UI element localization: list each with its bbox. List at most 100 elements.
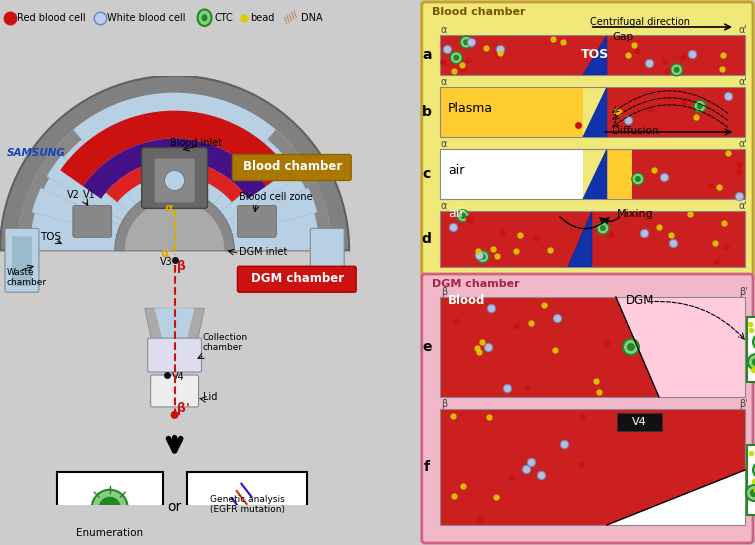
- Wedge shape: [0, 76, 350, 250]
- Bar: [440, 35, 745, 75]
- Wedge shape: [174, 184, 327, 250]
- Text: V4: V4: [171, 372, 184, 382]
- Text: α': α': [739, 139, 748, 149]
- Text: α': α': [739, 77, 748, 87]
- Text: Blood cell zone: Blood cell zone: [239, 192, 313, 202]
- Text: DGM chamber: DGM chamber: [251, 272, 344, 284]
- Text: β: β: [177, 261, 186, 273]
- Text: Gap: Gap: [612, 32, 633, 42]
- Wedge shape: [174, 188, 317, 250]
- Polygon shape: [607, 470, 745, 525]
- Circle shape: [600, 225, 606, 231]
- Text: SAMSUNG: SAMSUNG: [7, 148, 66, 158]
- Bar: [747, 317, 755, 382]
- Bar: [440, 149, 745, 199]
- Polygon shape: [145, 308, 205, 355]
- Wedge shape: [17, 93, 332, 250]
- Text: f: f: [424, 460, 430, 474]
- Text: air: air: [448, 164, 464, 177]
- Text: d: d: [422, 232, 432, 246]
- Text: c: c: [423, 167, 431, 181]
- Text: CTC: CTC: [214, 13, 233, 23]
- Text: Mixing: Mixing: [617, 209, 654, 219]
- Circle shape: [623, 339, 639, 355]
- Text: DGM inlet: DGM inlet: [239, 247, 288, 257]
- Polygon shape: [616, 297, 745, 397]
- Circle shape: [748, 354, 755, 370]
- Wedge shape: [23, 184, 174, 250]
- Polygon shape: [583, 35, 607, 75]
- Wedge shape: [38, 149, 174, 250]
- Text: V1: V1: [83, 190, 96, 201]
- Text: e: e: [422, 340, 432, 354]
- Text: α': α': [739, 201, 748, 211]
- Circle shape: [450, 52, 462, 64]
- Text: Genetic analysis
(EGFR mutation): Genetic analysis (EGFR mutation): [210, 495, 285, 514]
- Circle shape: [479, 254, 485, 260]
- Bar: [440, 409, 745, 525]
- FancyBboxPatch shape: [155, 159, 195, 202]
- Circle shape: [92, 490, 128, 526]
- Circle shape: [752, 358, 755, 366]
- Circle shape: [635, 176, 641, 182]
- Text: Enumeration: Enumeration: [76, 528, 143, 538]
- Bar: [440, 87, 583, 137]
- Bar: [440, 409, 745, 525]
- Bar: [607, 87, 745, 137]
- FancyBboxPatch shape: [238, 205, 276, 237]
- Wedge shape: [17, 130, 174, 250]
- Text: DGM chamber: DGM chamber: [432, 279, 519, 289]
- Text: α': α': [739, 25, 748, 35]
- FancyBboxPatch shape: [148, 338, 202, 372]
- Circle shape: [753, 462, 755, 478]
- Wedge shape: [30, 140, 174, 250]
- FancyBboxPatch shape: [186, 472, 307, 543]
- Bar: [440, 297, 745, 397]
- Circle shape: [105, 502, 115, 513]
- Text: a: a: [422, 48, 432, 62]
- Bar: [440, 87, 745, 137]
- Bar: [607, 149, 632, 199]
- Circle shape: [746, 485, 755, 501]
- Circle shape: [476, 251, 488, 263]
- FancyBboxPatch shape: [310, 228, 344, 292]
- Polygon shape: [583, 149, 607, 199]
- Bar: [440, 211, 745, 267]
- Text: β': β': [739, 399, 747, 409]
- Wedge shape: [174, 130, 332, 250]
- Circle shape: [632, 173, 644, 185]
- Polygon shape: [568, 211, 592, 267]
- Text: α: α: [164, 202, 173, 215]
- Wedge shape: [115, 190, 235, 250]
- Text: Blood inlet: Blood inlet: [170, 137, 222, 148]
- FancyBboxPatch shape: [238, 267, 356, 292]
- Wedge shape: [174, 155, 303, 250]
- Text: β: β: [441, 399, 447, 409]
- Circle shape: [673, 67, 680, 73]
- Text: bead: bead: [251, 13, 275, 23]
- Text: α: α: [441, 201, 447, 211]
- Circle shape: [627, 343, 635, 351]
- FancyBboxPatch shape: [57, 472, 162, 543]
- Text: α: α: [441, 77, 447, 87]
- Text: Collection
chamber: Collection chamber: [202, 332, 248, 352]
- FancyBboxPatch shape: [12, 237, 32, 286]
- Circle shape: [171, 411, 179, 419]
- Text: DNA: DNA: [301, 13, 323, 23]
- Bar: [440, 35, 745, 75]
- Circle shape: [198, 9, 211, 26]
- Wedge shape: [60, 111, 289, 186]
- Text: β': β': [739, 287, 747, 297]
- Text: Centrifugal direction: Centrifugal direction: [590, 17, 690, 27]
- Text: Waste
chamber: Waste chamber: [7, 268, 47, 287]
- Circle shape: [753, 334, 755, 350]
- Text: TOS: TOS: [40, 232, 61, 243]
- FancyBboxPatch shape: [151, 375, 199, 407]
- Text: V2: V2: [67, 190, 80, 201]
- Bar: [440, 211, 745, 267]
- Text: β: β: [441, 287, 447, 297]
- Circle shape: [670, 64, 683, 76]
- Text: Blood: Blood: [448, 294, 485, 307]
- Text: β': β': [177, 402, 190, 415]
- Circle shape: [460, 213, 466, 219]
